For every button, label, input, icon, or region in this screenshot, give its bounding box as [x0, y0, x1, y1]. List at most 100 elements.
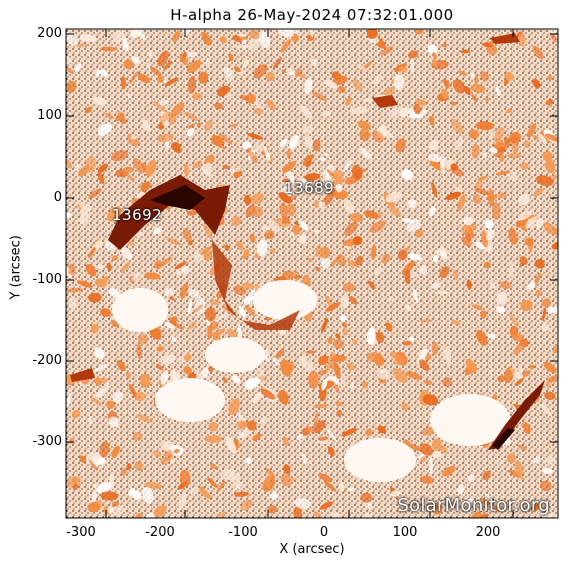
texture-blob: [66, 56, 72, 64]
texture-blob: [159, 99, 170, 106]
texture-blob: [66, 392, 71, 408]
texture-blob: [346, 257, 354, 270]
texture-blob: [184, 111, 199, 122]
texture-blob: [246, 147, 252, 154]
texture-blob: [527, 281, 536, 290]
texture-blob: [289, 360, 294, 372]
texture-blob: [131, 56, 140, 64]
texture-blob: [507, 170, 519, 182]
texture-blob: [92, 377, 109, 384]
texture-blob: [319, 501, 334, 510]
texture-blob: [123, 59, 135, 70]
texture-blob: [419, 359, 430, 371]
texture-blob: [136, 343, 143, 360]
texture-blob: [255, 143, 265, 153]
texture-blob: [84, 156, 97, 173]
x-tick-label: 0: [319, 525, 329, 540]
texture-blob: [427, 44, 438, 55]
texture-blob: [152, 450, 162, 458]
texture-blob: [89, 397, 103, 406]
texture-blob: [465, 498, 474, 505]
texture-blob: [439, 266, 450, 279]
texture-blob: [389, 106, 403, 118]
texture-blob: [482, 470, 491, 481]
texture-blob: [90, 323, 99, 334]
texture-blob: [486, 229, 495, 241]
texture-blob: [342, 322, 348, 328]
texture-blob: [136, 414, 153, 423]
texture-blob: [463, 85, 471, 95]
texture-blob: [477, 175, 488, 181]
texture-blob: [244, 377, 261, 390]
texture-blob: [178, 494, 187, 511]
texture-blob: [270, 491, 279, 500]
texture-blob: [204, 119, 213, 132]
texture-blob: [256, 239, 268, 257]
texture-blob: [108, 287, 120, 298]
texture-blob: [223, 66, 233, 76]
texture-blob: [393, 356, 403, 366]
texture-blob: [495, 86, 501, 96]
texture-blob: [292, 270, 298, 275]
texture-blob: [349, 212, 364, 223]
texture-blob: [318, 385, 327, 402]
texture-blob: [372, 75, 383, 85]
texture-blob: [297, 433, 303, 441]
texture-blob: [264, 229, 275, 240]
texture-blob: [164, 77, 179, 87]
texture-blob: [148, 50, 153, 59]
texture-blob: [493, 504, 500, 513]
texture-blob: [74, 163, 82, 172]
texture-blob: [502, 368, 516, 380]
texture-blob: [180, 265, 190, 274]
texture-blob: [302, 125, 314, 134]
texture-blob: [499, 281, 512, 290]
texture-blob: [489, 131, 496, 140]
texture-blob: [431, 161, 438, 167]
texture-blob: [249, 36, 261, 52]
texture-blob: [282, 216, 290, 224]
texture-blob: [548, 75, 553, 81]
texture-blob: [99, 46, 118, 52]
texture-blob: [539, 480, 552, 492]
texture-blob: [249, 233, 256, 243]
texture-blob: [294, 497, 311, 509]
plage-regions: [112, 280, 510, 482]
texture-blob: [307, 257, 313, 263]
texture-blob: [348, 295, 358, 305]
texture-blob: [350, 260, 360, 267]
texture-blob: [482, 152, 488, 158]
texture-blob: [339, 314, 347, 322]
texture-blob: [336, 409, 343, 417]
texture-blob: [523, 423, 531, 434]
texture-blob: [366, 29, 378, 39]
texture-blob: [319, 157, 327, 162]
texture-blob: [496, 291, 508, 305]
texture-blob: [106, 262, 112, 271]
texture-blob: [352, 338, 358, 345]
texture-blob: [518, 194, 530, 206]
texture-blob: [110, 150, 129, 162]
texture-blob: [311, 91, 327, 101]
texture-blob: [135, 513, 143, 518]
texture-blob: [541, 323, 550, 332]
texture-blob: [350, 106, 368, 115]
texture-blob: [497, 375, 506, 383]
texture-blob: [237, 420, 247, 430]
texture-blob: [97, 163, 109, 173]
texture-blob: [156, 257, 173, 268]
texture-blob: [130, 29, 142, 39]
texture-blob: [341, 427, 357, 437]
texture-blob: [471, 304, 483, 311]
texture-blob: [279, 138, 288, 148]
texture-blob: [212, 142, 227, 150]
image-field: [66, 29, 558, 518]
texture-blob: [461, 236, 472, 247]
texture-blob: [127, 240, 134, 246]
texture-blob: [128, 383, 137, 399]
texture-blob: [187, 321, 197, 330]
texture-blob: [546, 100, 553, 108]
texture-blob: [205, 58, 210, 67]
texture-blob: [355, 255, 364, 266]
texture-blob: [544, 513, 558, 518]
